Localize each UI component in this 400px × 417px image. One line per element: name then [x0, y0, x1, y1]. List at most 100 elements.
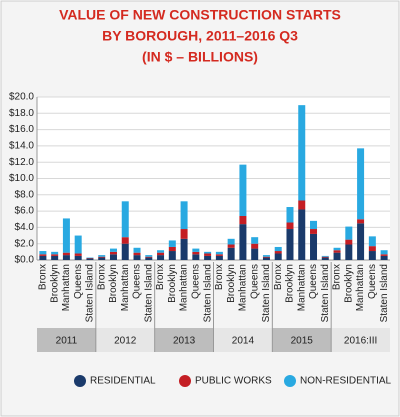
bar-segment	[333, 247, 341, 251]
x-tick-label: Staten Island	[261, 264, 272, 322]
bar-segment	[157, 255, 165, 260]
bar-segment	[345, 226, 353, 240]
bar-segment	[227, 238, 235, 245]
x-tick-label: Bronx	[155, 264, 166, 290]
bar-segment	[145, 257, 153, 260]
bar-segment	[168, 246, 176, 252]
bar-segment	[168, 240, 176, 247]
bar-segment	[39, 254, 47, 256]
bar-segment	[62, 218, 70, 253]
bar-segment	[74, 255, 82, 260]
bar-segment	[145, 255, 153, 257]
bar-segment	[133, 255, 141, 260]
bar-segment	[368, 246, 376, 252]
bar-segment	[368, 236, 376, 247]
bar-segment	[239, 224, 247, 260]
chart-title: (IN $ – BILLIONS)	[142, 49, 258, 65]
bar-segment	[333, 252, 341, 260]
x-tick-label: Brooklyn	[285, 264, 296, 303]
bar-segment	[157, 250, 165, 253]
bar-segment	[310, 229, 318, 234]
group-band	[95, 328, 155, 352]
bar-segment	[62, 255, 70, 260]
group-band	[37, 328, 96, 352]
bar-segment	[286, 229, 294, 260]
y-tick-label: $4.0	[15, 222, 35, 233]
bar-segment	[121, 237, 129, 244]
bar-segment	[121, 201, 129, 238]
bar-segment	[274, 253, 282, 260]
x-tick-label: Staten Island	[143, 264, 154, 322]
x-tick-label: Manhattan	[179, 264, 190, 311]
bar-segment	[251, 248, 259, 260]
group-label: 2013	[173, 336, 196, 347]
bar-segment	[251, 237, 259, 244]
legend-label: NON-RESIDENTIAL	[300, 376, 392, 387]
bar-segment	[274, 251, 282, 254]
x-tick-label: Bronx	[214, 264, 225, 290]
x-tick-label: Bronx	[273, 264, 284, 290]
bar-segment	[180, 238, 188, 260]
bar-segment	[98, 257, 106, 260]
bar-segment	[274, 246, 282, 252]
x-tick-label: Manhattan	[120, 264, 131, 311]
y-tick-label: $10.0	[9, 173, 34, 184]
bar-segment	[239, 215, 247, 225]
group-band	[213, 328, 273, 352]
bar-segment	[310, 220, 318, 230]
bar-segment	[262, 255, 270, 257]
bar-segment	[380, 250, 388, 255]
bar-segment	[98, 255, 106, 257]
x-tick-label: Bronx	[96, 264, 107, 290]
bar-segment	[227, 244, 235, 248]
x-tick-label: Staten Island	[379, 264, 390, 322]
y-tick-label: $12.0	[9, 157, 34, 168]
bar-segment	[157, 252, 165, 256]
x-tick-label: Brooklyn	[49, 264, 60, 303]
group-label: 2016:III	[344, 336, 377, 347]
bar-segment	[204, 253, 212, 256]
bar-segment	[109, 248, 117, 252]
bar-segment	[368, 251, 376, 260]
bar-segment	[321, 255, 329, 257]
bar-segment	[310, 233, 318, 260]
bar-segment	[51, 255, 59, 260]
chart-title: BY BOROUGH, 2011–2016 Q3	[102, 28, 298, 44]
x-tick-label: Manhattan	[238, 264, 249, 311]
y-tick-label: $0.0	[15, 255, 35, 266]
bar-segment	[215, 254, 223, 256]
bar-segment	[168, 251, 176, 260]
bar-segment	[98, 256, 106, 258]
bar-segment	[262, 257, 270, 260]
group-band	[272, 328, 332, 352]
bar-segment	[74, 235, 82, 254]
y-tick-label: $6.0	[15, 206, 35, 217]
x-tick-label: Staten Island	[85, 264, 96, 322]
x-tick-label: Queens	[308, 264, 319, 299]
bar-segment	[86, 258, 94, 260]
x-tick-label: Bronx	[332, 264, 343, 290]
group-band	[331, 328, 390, 352]
group-band	[154, 328, 214, 352]
legend-marker	[179, 375, 191, 387]
y-tick-label: $8.0	[15, 189, 35, 200]
bar-segment	[192, 254, 200, 260]
bar-segment	[321, 256, 329, 258]
x-tick-label: Brooklyn	[167, 264, 178, 303]
x-tick-label: Manhattan	[355, 264, 366, 311]
bar-segment	[345, 244, 353, 260]
bar-segment	[192, 251, 200, 255]
x-tick-label: Bronx	[38, 264, 49, 290]
bar-segment	[251, 243, 259, 249]
bar-segment	[298, 200, 306, 210]
bar-segment	[286, 222, 294, 230]
x-tick-label: Brooklyn	[343, 264, 354, 303]
x-tick-label: Queens	[190, 264, 201, 299]
bar-segment	[121, 243, 129, 260]
x-tick-label: Staten Island	[320, 264, 331, 322]
x-tick-label: Queens	[73, 264, 84, 299]
bar-segment	[74, 253, 82, 256]
bar-segment	[51, 251, 59, 255]
bar-segment	[357, 219, 365, 224]
bar-segment	[357, 148, 365, 220]
